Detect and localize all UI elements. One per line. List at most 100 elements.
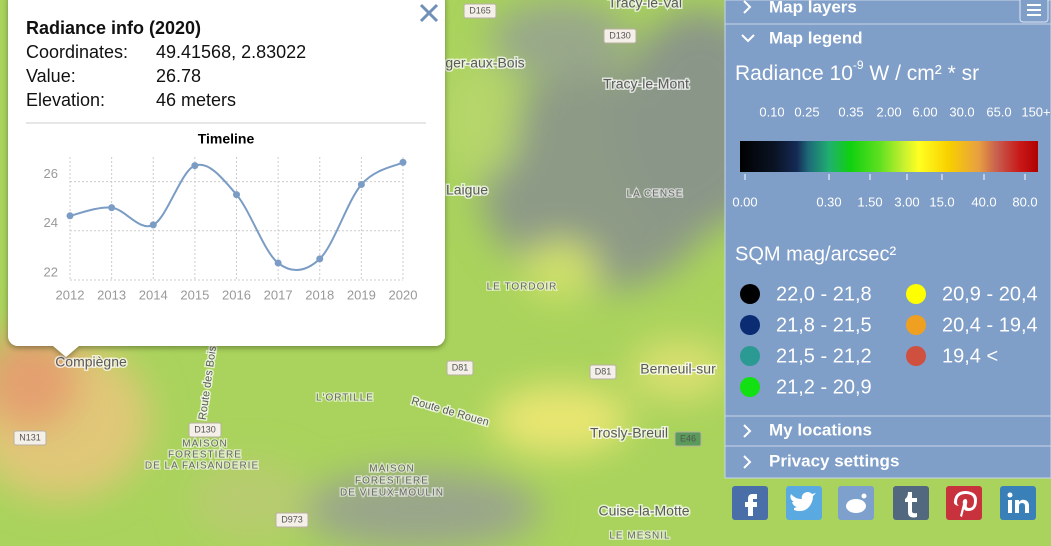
road-label: D130: [609, 30, 631, 40]
timeline-chart: 22 24 26 2012 2013 2014 2015 2016 2017 2018 2019 20…: [44, 157, 418, 302]
place-label: FORESTIERE: [355, 476, 429, 487]
colorbar-label: 0.30: [816, 194, 841, 209]
road-label: D165: [469, 5, 491, 15]
colorbar-label: 2.00: [876, 104, 901, 119]
radiance-title-part: Radiance 10: [735, 62, 853, 85]
sqm-label: 21,5 - 21,2: [776, 345, 872, 367]
sqm-swatch: [906, 284, 926, 304]
popup: [8, 0, 445, 357]
place-label: Tracy-le-Mont: [603, 76, 689, 92]
sqm-label: 21,2 - 20,9: [776, 376, 872, 398]
y-tick-label: 22: [44, 264, 58, 279]
close-button[interactable]: [419, 3, 439, 23]
road-label: D973: [281, 514, 303, 524]
radiance-title-exponent: -9: [853, 58, 864, 72]
sqm-swatch: [740, 346, 760, 366]
place-label: LA CENSE: [627, 189, 684, 200]
x-tick-label: 2018: [305, 287, 334, 302]
popup-title: Radiance info (2020): [26, 18, 201, 38]
data-point: [149, 221, 157, 229]
radiance-title-part: W / cm² * sr: [864, 62, 979, 85]
radiance-title: Radiance 10-9 W / cm² * sr: [735, 58, 979, 84]
chart-title: Timeline: [198, 131, 255, 147]
sqm-swatch: [740, 377, 760, 397]
colorbar-label: 150+: [1021, 104, 1050, 119]
sqm-swatch: [740, 315, 760, 335]
road-label: D81: [595, 366, 612, 376]
place-label: Cuise-la-Motte: [598, 503, 689, 519]
field-value: 46 meters: [156, 90, 236, 110]
field-label: Elevation:: [26, 90, 105, 110]
data-point: [357, 181, 365, 189]
road-badge: [188, 422, 222, 438]
colorbar-label: 0.25: [794, 104, 819, 119]
place-label: DE LA FAISANDERIE: [145, 461, 259, 472]
place-label: MAISON: [182, 439, 227, 450]
road-badge: [674, 431, 702, 447]
colorbar-label: 80.0: [1012, 194, 1037, 209]
x-tick-label: 2019: [347, 287, 376, 302]
data-point: [66, 212, 74, 220]
data-point: [233, 191, 240, 199]
data-point: [274, 259, 282, 267]
place-label: Compiègne: [55, 354, 127, 370]
road-badge: [446, 360, 474, 376]
sqm-label: 20,4 - 19,4: [942, 314, 1038, 336]
sqm-title: SQM mag/arcsec²: [735, 243, 896, 265]
section-header[interactable]: My locations: [769, 420, 872, 439]
x-tick-label: 2016: [222, 287, 251, 302]
side-panel: [724, 0, 1051, 479]
colorbar-label: 30.0: [949, 104, 974, 119]
y-tick-label: 26: [44, 166, 58, 181]
place-label: LE MESNIL: [609, 531, 670, 542]
place-label: Laigue: [446, 182, 488, 198]
place-label: L'ORTILLE: [316, 393, 374, 404]
place-label: Trosly-Breuil: [590, 425, 668, 441]
colorbar-label: 6.00: [912, 104, 937, 119]
section-header[interactable]: Map legend: [769, 28, 863, 47]
legend: 0.10 0.25 0.35 2.00 6.00 30.0 65.0 150+ 0.00 0.30…: [732, 104, 1050, 398]
road-badge: [603, 28, 637, 44]
x-tick-label: 2012: [56, 287, 85, 302]
sqm-swatch: [906, 315, 926, 335]
section-header[interactable]: Map layers: [769, 0, 857, 16]
x-tick-label: 2014: [139, 287, 168, 302]
field-value: 26.78: [156, 66, 201, 86]
data-point: [316, 255, 324, 263]
place-label: Tracy-le-Val: [608, 0, 682, 11]
radiance-colorbar: [740, 141, 1038, 172]
share-buttons: [732, 486, 1036, 520]
place-label: Berneuil-sur: [640, 361, 716, 377]
sqm-label: 22,0 - 21,8: [776, 283, 872, 305]
field-label: Coordinates:: [26, 42, 128, 62]
sqm-label: 21,8 - 21,5: [776, 314, 872, 336]
road-badge: [589, 364, 617, 380]
y-tick-label: 24: [44, 215, 58, 230]
data-point: [108, 204, 116, 212]
colorbar-label: 15.0: [929, 194, 954, 209]
sqm-swatch: [740, 284, 760, 304]
sqm-label: 20,9 - 20,4: [942, 283, 1038, 305]
road-label: E46: [680, 433, 696, 443]
x-tick-label: 2017: [264, 287, 293, 302]
sqm-label: 19,4 <: [942, 345, 998, 367]
place-label: LE TORDOIR: [487, 282, 558, 293]
data-line: [69, 161, 404, 271]
x-tick-label: 2020: [389, 287, 418, 302]
data-point: [191, 162, 199, 170]
road-badge: [13, 430, 47, 446]
field-value: 49.41568, 2.83022: [156, 42, 306, 62]
colorbar-label: 0.00: [732, 194, 757, 209]
section-header[interactable]: Privacy settings: [769, 451, 899, 470]
road-label: D130: [194, 424, 216, 434]
sqm-swatch: [906, 346, 926, 366]
colorbar-label: 3.00: [894, 194, 919, 209]
place-label: MAISON: [369, 464, 414, 475]
road-badge: [463, 3, 497, 19]
road-badge: [275, 512, 309, 528]
colorbar-label: 40.0: [971, 194, 996, 209]
colorbar-label: 0.35: [838, 104, 863, 119]
x-tick-label: 2013: [97, 287, 126, 302]
place-label: DE VIEUX-MOULIN: [340, 488, 444, 499]
